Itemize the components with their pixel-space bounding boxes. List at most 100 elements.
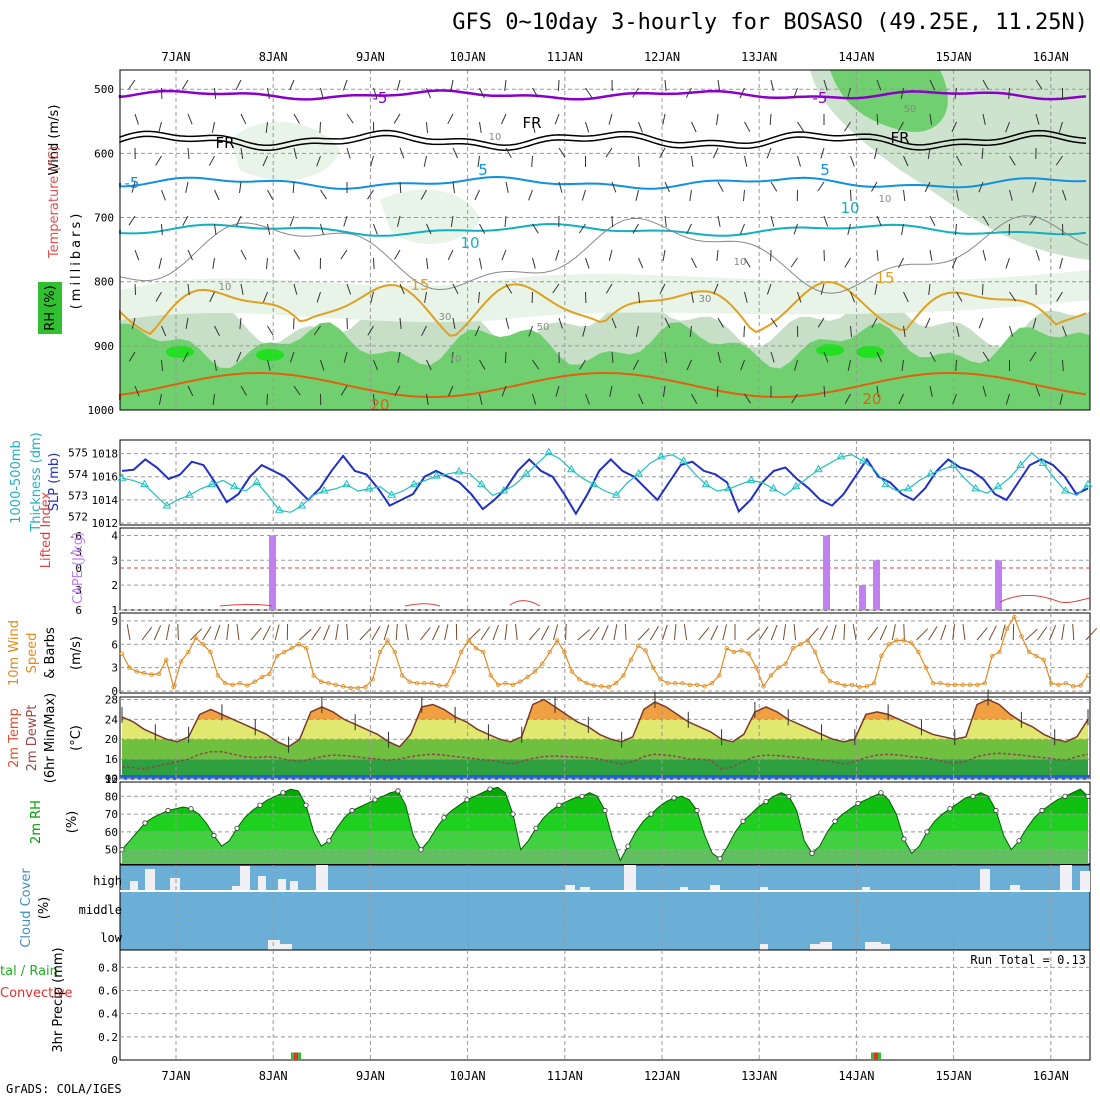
wind-barb <box>399 181 402 194</box>
wind-speed-point <box>1056 682 1061 687</box>
rh2m-point <box>809 850 815 856</box>
wind-barb <box>847 223 851 235</box>
rh-bright-blob <box>856 346 884 358</box>
contour-label: 5 <box>478 161 488 179</box>
wind10m-barb <box>637 628 650 641</box>
wind-barb <box>982 385 987 397</box>
upper-air-panel: -5 -5 FR FR FR -5 5 5 10 10 15 15 20 20 10 10 10 10 30 30 50… <box>38 69 1091 417</box>
wind-barb <box>978 317 984 329</box>
wind-barb <box>528 189 533 201</box>
cloud-gap-high <box>1060 865 1072 891</box>
wind-barb <box>608 249 613 261</box>
wind-barb <box>691 393 698 404</box>
contour-label: -5 <box>125 174 140 192</box>
rh2m-point <box>832 818 838 824</box>
wind10m-barb <box>601 625 609 641</box>
wind-barb <box>1035 385 1041 397</box>
cape-axis-ticks: 4 3 2 1 -6 -3 0 3 6 <box>69 529 119 617</box>
wind-barb <box>1055 155 1063 166</box>
wind-barb <box>393 113 401 124</box>
wind-barb <box>952 393 957 405</box>
cloud-gap-low <box>760 944 768 950</box>
wind-barb <box>340 385 348 396</box>
rh-band-light <box>120 270 1090 323</box>
wind-barb <box>850 291 856 303</box>
wind-barb <box>316 291 321 303</box>
ylabel-rh2m-units: (%) <box>65 811 80 834</box>
wind-speed-point <box>547 649 552 655</box>
wind-barb <box>212 393 215 405</box>
temp2m-lines <box>121 689 1089 770</box>
wind-barb <box>131 181 136 193</box>
tick-label: 1018 <box>92 448 119 461</box>
cloud-level-label: low <box>100 931 122 945</box>
wind-barb <box>370 291 374 303</box>
wind10m-barb <box>432 625 440 641</box>
wind-barb <box>479 257 483 269</box>
wind-speed-point <box>186 649 191 655</box>
wind-speed-point <box>1012 614 1017 620</box>
rh2m-point <box>395 788 401 794</box>
wind-barb <box>450 79 454 91</box>
wind-barb <box>373 223 378 235</box>
contour-freezing-1 <box>119 129 1087 147</box>
wind-barb <box>265 121 268 133</box>
date-label-bottom: 11JAN <box>547 1069 583 1083</box>
wind-barb <box>955 359 957 372</box>
wind-barb <box>956 291 963 302</box>
date-label-bottom: 12JAN <box>644 1069 680 1083</box>
wind-speed-point <box>149 672 154 677</box>
wind-speed-point <box>296 642 302 647</box>
top-date-axis: 7JAN 8JAN 9JAN 10JAN 11JAN 12JAN 13JAN 14JAN 15J… <box>162 50 1069 64</box>
wind-barb <box>501 249 507 261</box>
wind-speed-point <box>1063 681 1069 686</box>
precip-panel: 0.8 0.6 0.4 0.2 0 Run Total = 0.13 tal / Rai… <box>0 947 1091 1067</box>
tick-label: -3 <box>69 546 82 559</box>
rh2m-point <box>326 838 332 844</box>
wind10m-barb <box>613 624 618 641</box>
thickness-marker <box>656 451 666 460</box>
wind-barb <box>343 351 348 363</box>
wind-barb <box>874 147 878 159</box>
cloud-level-label: middle <box>79 903 122 917</box>
wind-speed-point <box>304 646 309 651</box>
wind-barb <box>716 113 719 125</box>
temp2m-grid <box>120 697 1090 780</box>
thickness-marker <box>971 483 981 492</box>
temperature-contours <box>118 89 1089 400</box>
wind-barb <box>240 113 247 125</box>
wind-barb <box>293 385 301 396</box>
wind-speed-point <box>827 678 833 684</box>
ylabel-wind: Wind (m/s) <box>47 105 62 176</box>
wind-barb <box>397 351 401 363</box>
wind-barb <box>585 393 590 405</box>
date-label-bottom: 9JAN <box>356 1069 385 1083</box>
wind-barb <box>319 121 321 134</box>
tick-label: 3 <box>75 584 82 597</box>
rh-patch <box>230 121 340 181</box>
wind-barb <box>214 359 217 371</box>
wind-barb <box>929 385 933 397</box>
wind-speed-point <box>975 682 980 687</box>
thickness-marker <box>701 479 711 488</box>
wind-barb <box>609 385 613 397</box>
date-label-bottom: 10JAN <box>450 1069 486 1083</box>
wind-barb <box>182 215 189 226</box>
tick-label: 1000 <box>88 404 115 417</box>
wind-barb <box>214 325 220 337</box>
tick-label: 0 <box>75 562 82 575</box>
wind-barb <box>128 215 136 226</box>
wind-speed-point <box>864 684 869 689</box>
ylabel-temp-a: 2m Temp <box>7 708 22 768</box>
wind10m-barb <box>202 626 212 641</box>
wind10m-barb <box>250 627 262 641</box>
contour-minus5-upper <box>118 89 1087 101</box>
ylabel-temperature: Temperature (°C) <box>47 146 62 259</box>
cloud-gap-low <box>880 944 890 950</box>
wind-barb <box>182 351 189 363</box>
wind-barb <box>320 87 324 99</box>
wind-barb <box>477 291 480 303</box>
wind10m-barb <box>126 624 131 641</box>
wind-barb <box>739 87 745 99</box>
wind10m-barb <box>807 627 819 641</box>
